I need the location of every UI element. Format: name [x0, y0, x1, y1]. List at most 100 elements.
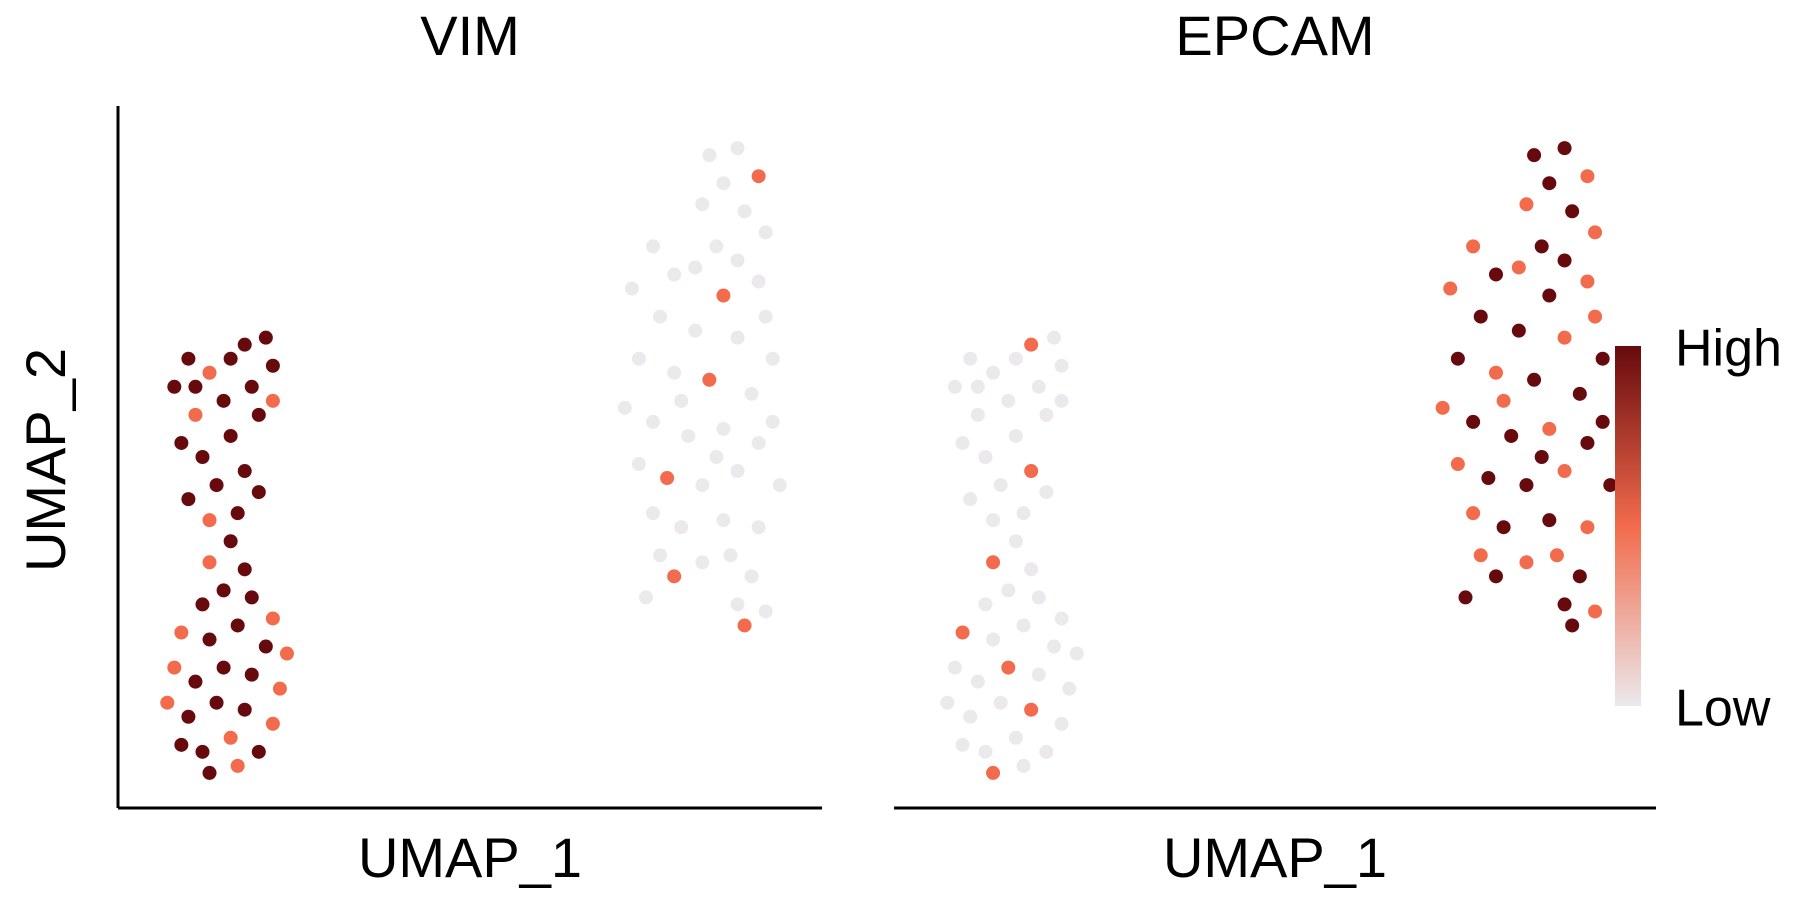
cell-point	[993, 478, 1008, 493]
cell-point	[730, 330, 745, 345]
cell-point	[751, 520, 766, 535]
cell-point	[1580, 169, 1595, 184]
cell-point	[1588, 225, 1603, 240]
cell-point	[744, 386, 759, 401]
cell-point	[237, 702, 252, 717]
cell-point	[1466, 506, 1481, 521]
cell-point	[1450, 457, 1465, 472]
cell-point	[1466, 414, 1481, 429]
cell-point	[237, 464, 252, 479]
cell-point	[1008, 351, 1023, 366]
cell-point	[624, 281, 639, 296]
cell-point	[1031, 590, 1046, 605]
cell-point	[1565, 618, 1580, 633]
cell-point	[1031, 379, 1046, 394]
cell-point	[695, 555, 710, 570]
cell-point	[716, 513, 731, 528]
cell-point	[1008, 534, 1023, 549]
cell-point	[1519, 478, 1534, 493]
cell-point	[751, 435, 766, 450]
cell-point	[1001, 583, 1016, 598]
cell-point	[1016, 506, 1031, 521]
cell-point	[1047, 330, 1062, 345]
cell-point	[1580, 274, 1595, 289]
x-axis-label: UMAP_1	[1163, 826, 1387, 889]
cell-point	[970, 674, 985, 689]
cell-point	[653, 309, 668, 324]
cell-point	[258, 330, 273, 345]
colorbar	[1615, 346, 1641, 706]
cell-point	[1534, 450, 1549, 464]
cell-point	[993, 695, 1008, 710]
cell-point	[1595, 414, 1610, 429]
cell-point	[1008, 730, 1023, 745]
cell-point	[1054, 393, 1069, 408]
cell-point	[765, 351, 780, 366]
cell-point	[265, 393, 280, 408]
cell-point	[674, 393, 689, 408]
cell-point	[1039, 744, 1054, 759]
cell-point	[646, 239, 661, 254]
cell-point	[265, 611, 280, 626]
cell-point	[1473, 548, 1488, 563]
panel-title: VIM	[420, 4, 520, 67]
cell-point	[730, 253, 745, 268]
cell-point	[716, 421, 731, 436]
cell-point	[617, 400, 632, 415]
cell-point	[970, 407, 985, 422]
cell-point	[1565, 204, 1580, 219]
cell-point	[1435, 400, 1450, 415]
cell-point	[265, 716, 280, 731]
cell-point	[737, 204, 752, 219]
cell-point	[209, 478, 224, 493]
cell-point	[1557, 597, 1572, 612]
cell-point	[1504, 428, 1519, 443]
cell-point	[272, 681, 287, 696]
cell-point	[723, 548, 738, 563]
cell-point	[646, 414, 661, 429]
cell-point	[986, 513, 1001, 528]
cell-point	[160, 695, 175, 710]
cell-point	[695, 197, 710, 212]
cell-point	[1542, 288, 1557, 303]
cell-point	[181, 709, 196, 724]
cell-point	[730, 597, 745, 612]
cell-point	[667, 365, 682, 380]
cell-point	[1557, 330, 1572, 345]
cell-point	[986, 765, 1001, 780]
cell-point	[955, 625, 970, 640]
cell-point	[751, 274, 766, 289]
cell-point	[230, 758, 245, 773]
cell-point	[737, 618, 752, 633]
cell-point	[1024, 464, 1039, 479]
cell-point	[963, 351, 978, 366]
cell-point	[978, 450, 993, 464]
cell-point	[223, 730, 238, 745]
cell-point	[639, 590, 653, 605]
cell-point	[1511, 260, 1526, 275]
cell-point	[216, 660, 231, 675]
cell-point	[244, 667, 259, 682]
cell-point	[688, 260, 703, 275]
cell-point	[202, 765, 217, 780]
cell-point	[195, 597, 210, 612]
cell-point	[1549, 548, 1564, 563]
cell-point	[1488, 365, 1503, 380]
cell-point	[955, 737, 970, 752]
cell-point	[963, 709, 978, 724]
cell-point	[986, 365, 1001, 380]
cell-point	[1603, 478, 1618, 493]
cell-point	[188, 379, 203, 394]
panel-title: EPCAM	[1175, 4, 1374, 67]
cell-point	[674, 520, 689, 535]
cell-point	[1595, 351, 1610, 366]
cell-point	[202, 513, 217, 528]
cell-point	[1016, 618, 1031, 633]
cell-point	[758, 309, 773, 324]
cell-point	[237, 337, 252, 352]
cell-point	[1580, 520, 1595, 535]
cell-point	[702, 148, 717, 163]
cell-point	[970, 379, 985, 394]
cell-point	[251, 744, 266, 759]
cell-point	[1588, 309, 1603, 324]
